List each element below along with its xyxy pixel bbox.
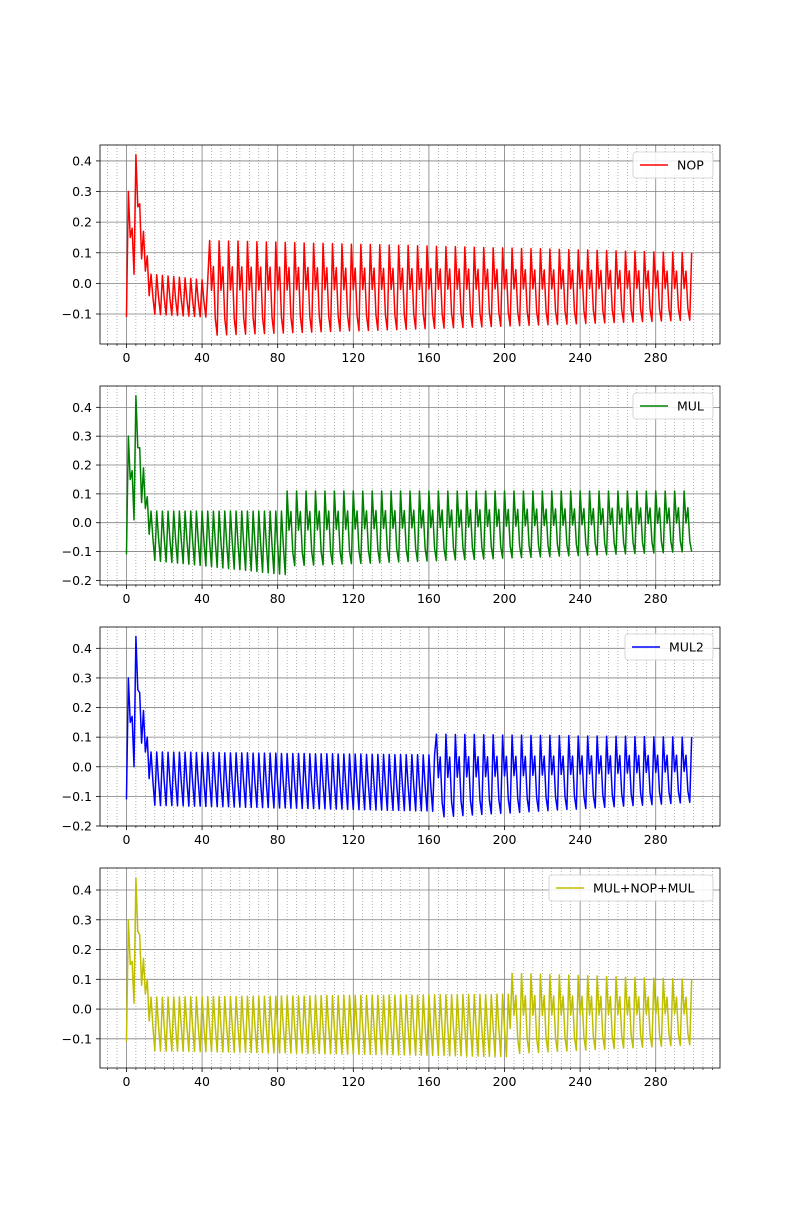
x-tick-label: 120 <box>341 1074 365 1089</box>
y-tick-label: −0.2 <box>62 819 92 834</box>
x-tick-label: 200 <box>493 832 517 847</box>
x-tick-label: 280 <box>644 350 668 365</box>
y-tick-label: 0.3 <box>72 184 92 199</box>
y-tick-label: 0.4 <box>72 400 92 415</box>
x-tick-label: 0 <box>122 832 130 847</box>
y-tick-label: 0.3 <box>72 429 92 444</box>
y-tick-label: 0.1 <box>72 972 92 987</box>
axes-frame <box>99 385 721 586</box>
x-tick-label: 160 <box>417 350 441 365</box>
y-tick-label: 0.1 <box>72 245 92 260</box>
legend-box <box>632 392 714 420</box>
x-tick-label: 80 <box>270 832 286 847</box>
x-tick-label: 0 <box>122 1074 130 1089</box>
y-tick-label: 0.0 <box>72 515 92 530</box>
x-tick-label: 0 <box>122 350 130 365</box>
y-tick-label: −0.1 <box>62 544 92 559</box>
axes-frame <box>99 867 721 1069</box>
y-tick-label: 0.2 <box>72 700 92 715</box>
legend-label: MUL <box>677 399 704 414</box>
y-tick-label: 0.0 <box>72 759 92 774</box>
chart-panel-3: 0 40 80 120 160 200 240 280 −0.2 −0.1 0.0 0.1 0.2 0.3… <box>62 626 721 847</box>
legend-label: MUL+NOP+MUL <box>593 881 695 896</box>
y-tick-label: 0.1 <box>72 730 92 745</box>
y-tick-label: 0.3 <box>72 670 92 685</box>
legend-box <box>632 151 714 179</box>
x-tick-label: 120 <box>341 350 365 365</box>
y-tick-label: 0.4 <box>72 883 92 898</box>
series-line-nop <box>125 154 693 336</box>
legend-label: NOP <box>677 158 704 173</box>
x-tick-label: 120 <box>341 832 365 847</box>
x-tick-label: 40 <box>194 1074 210 1089</box>
y-tick-label: 0.0 <box>72 276 92 291</box>
x-tick-label: 240 <box>568 832 592 847</box>
x-tick-label: 200 <box>493 1074 517 1089</box>
x-tick-label: 280 <box>644 832 668 847</box>
x-tick-label: 40 <box>194 350 210 365</box>
y-tick-label: 0.1 <box>72 486 92 501</box>
x-tick-label: 160 <box>417 832 441 847</box>
x-tick-label: 240 <box>568 350 592 365</box>
series-line-mul2 <box>125 635 693 818</box>
x-tick-label: 240 <box>568 591 592 606</box>
series-line-mul-nop-mul <box>125 877 693 1058</box>
y-tick-label: −0.1 <box>62 789 92 804</box>
x-tick-label: 200 <box>493 350 517 365</box>
x-tick-label: 200 <box>493 591 517 606</box>
legend-label: MUL2 <box>669 640 704 655</box>
x-tick-label: 240 <box>568 1074 592 1089</box>
x-tick-label: 160 <box>417 1074 441 1089</box>
x-tick-label: 80 <box>270 350 286 365</box>
chart-panel-4: 0 40 80 120 160 200 240 280 −0.1 0.0 0.1 0.2 0.3 0.4 M… <box>62 867 721 1089</box>
y-tick-label: 0.2 <box>72 215 92 230</box>
chart-panel-1: 0 40 80 120 160 200 240 280 −0.1 0.0 0.1 0.2 0.3 0.4 N… <box>62 144 721 365</box>
legend-box <box>624 633 714 661</box>
y-tick-label: 0.3 <box>72 912 92 927</box>
x-tick-label: 280 <box>644 1074 668 1089</box>
axes-frame <box>99 626 721 827</box>
y-tick-label: 0.4 <box>72 641 92 656</box>
y-tick-label: −0.1 <box>62 1031 92 1046</box>
legend-box <box>548 874 714 902</box>
y-tick-label: 0.2 <box>72 942 92 957</box>
y-tick-label: −0.1 <box>62 306 92 321</box>
x-tick-label: 280 <box>644 591 668 606</box>
axes-frame <box>99 144 721 345</box>
x-tick-label: 80 <box>270 1074 286 1089</box>
chart-panel-2: 0 40 80 120 160 200 240 280 −0.2 −0.1 0.0 0.1 0.2 0.3… <box>62 385 721 606</box>
x-tick-label: 0 <box>122 591 130 606</box>
x-tick-label: 160 <box>417 591 441 606</box>
x-tick-label: 40 <box>194 591 210 606</box>
x-tick-label: 40 <box>194 832 210 847</box>
y-tick-label: 0.0 <box>72 1002 92 1017</box>
series-line-mul <box>125 395 693 576</box>
y-tick-label: 0.4 <box>72 153 92 168</box>
y-tick-label: 0.2 <box>72 458 92 473</box>
x-tick-label: 80 <box>270 591 286 606</box>
x-tick-label: 120 <box>341 591 365 606</box>
y-tick-label: −0.2 <box>62 573 92 588</box>
